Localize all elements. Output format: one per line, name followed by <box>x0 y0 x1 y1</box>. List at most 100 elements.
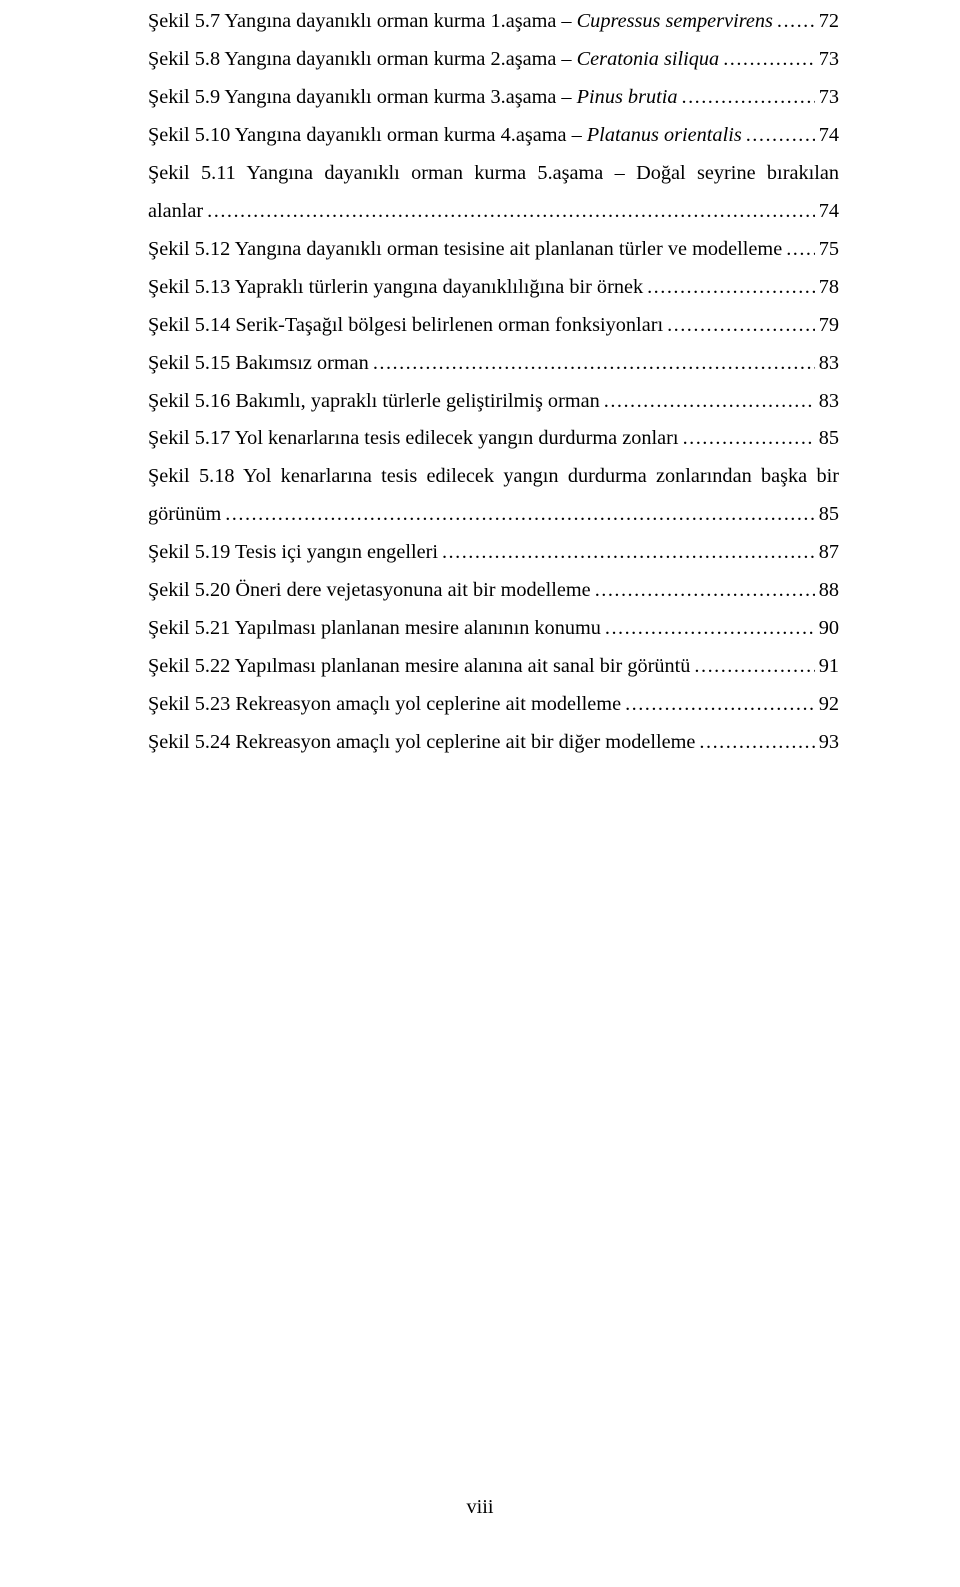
toc-entry-line2: görünüm 85 <box>148 496 839 534</box>
toc-entry-prefix: Şekil 5.17 Yol kenarlarına tesis edilece… <box>148 427 679 449</box>
dot-leader <box>786 231 815 269</box>
toc-entry-text: Şekil 5.22 Yapılması planlanan mesire al… <box>148 648 690 686</box>
toc-entry: Şekil 5.13 Yapraklı türlerin yangına day… <box>148 269 839 307</box>
dot-leader <box>647 269 815 307</box>
toc-entry-text: Şekil 5.16 Bakımlı, yapraklı türlerle ge… <box>148 383 600 421</box>
page-number-footer: viii <box>0 1489 960 1527</box>
toc-entry-text: Şekil 5.9 Yangına dayanıklı orman kurma … <box>148 79 678 117</box>
toc-entry-prefix: Şekil 5.20 Öneri dere vejetasyonuna ait … <box>148 579 591 601</box>
toc-page-number: 79 <box>819 307 839 345</box>
toc-page-number: 85 <box>819 420 839 458</box>
toc-entry: Şekil 5.19 Tesis içi yangın engelleri 87 <box>148 534 839 572</box>
toc-entry-text: görünüm <box>148 496 221 534</box>
toc-entry: Şekil 5.8 Yangına dayanıklı orman kurma … <box>148 41 839 79</box>
dot-leader <box>373 345 815 383</box>
toc-entry-italic: Platanus orientalis <box>587 124 742 146</box>
toc-entry-text: Şekil 5.20 Öneri dere vejetasyonuna ait … <box>148 572 591 610</box>
toc-entry-prefix: Şekil 5.7 Yangına dayanıklı orman kurma … <box>148 10 577 32</box>
toc-entry-text: Şekil 5.23 Rekreasyon amaçlı yol cepleri… <box>148 686 621 724</box>
toc-page-number: 75 <box>819 231 839 269</box>
toc-entry-prefix: Şekil 5.24 Rekreasyon amaçlı yol cepleri… <box>148 731 695 753</box>
toc-entry: Şekil 5.11 Yangına dayanıklı orman kurma… <box>148 155 839 231</box>
dot-leader <box>683 420 815 458</box>
toc-entry: Şekil 5.10 Yangına dayanıklı orman kurma… <box>148 117 839 155</box>
toc-page-number: 83 <box>819 383 839 421</box>
toc-entry-italic: Pinus brutia <box>577 86 678 108</box>
toc-page-number: 74 <box>819 193 839 231</box>
toc-page-number: 85 <box>819 496 839 534</box>
toc-entry: Şekil 5.22 Yapılması planlanan mesire al… <box>148 648 839 686</box>
toc-entry: Şekil 5.18 Yol kenarlarına tesis edilece… <box>148 458 839 534</box>
toc-entry-prefix: Şekil 5.9 Yangına dayanıklı orman kurma … <box>148 86 577 108</box>
toc-entry-prefix: Şekil 5.19 Tesis içi yangın engelleri <box>148 541 438 563</box>
toc-entry-prefix: Şekil 5.16 Bakımlı, yapraklı türlerle ge… <box>148 390 600 412</box>
dot-leader <box>723 41 815 79</box>
toc-entry: Şekil 5.14 Serik-Taşağıl bölgesi belirle… <box>148 307 839 345</box>
dot-leader <box>682 79 815 117</box>
toc-entry-prefix: Şekil 5.22 Yapılması planlanan mesire al… <box>148 655 690 677</box>
toc-entry-text: Şekil 5.12 Yangına dayanıklı orman tesis… <box>148 231 782 269</box>
toc-entry: Şekil 5.15 Bakımsız orman 83 <box>148 345 839 383</box>
toc-entry: Şekil 5.20 Öneri dere vejetasyonuna ait … <box>148 572 839 610</box>
toc-entry-italic: Ceratonia siliqua <box>577 48 720 70</box>
toc-entry-prefix: Şekil 5.10 Yangına dayanıklı orman kurma… <box>148 124 587 146</box>
list-of-figures: Şekil 5.7 Yangına dayanıklı orman kurma … <box>148 3 839 762</box>
dot-leader <box>777 3 815 41</box>
dot-leader <box>746 117 815 155</box>
toc-page-number: 91 <box>819 648 839 686</box>
toc-entry: Şekil 5.21 Yapılması planlanan mesire al… <box>148 610 839 648</box>
toc-entry-prefix: Şekil 5.8 Yangına dayanıklı orman kurma … <box>148 48 577 70</box>
toc-entry-text: Şekil 5.15 Bakımsız orman <box>148 345 369 383</box>
dot-leader <box>667 307 815 345</box>
toc-page-number: 87 <box>819 534 839 572</box>
toc-entry: Şekil 5.9 Yangına dayanıklı orman kurma … <box>148 79 839 117</box>
toc-entry-text: Şekil 5.11 Yangına dayanıklı orman kurma… <box>148 162 636 184</box>
toc-entry-text: Şekil 5.19 Tesis içi yangın engelleri <box>148 534 438 572</box>
toc-page-number: 83 <box>819 345 839 383</box>
toc-entry-line1: Şekil 5.11 Yangına dayanıklı orman kurma… <box>148 155 839 193</box>
toc-entry-italic: Doğal seyrine bırakılan <box>636 162 839 184</box>
toc-entry-text: Şekil 5.18 Yol kenarlarına tesis edilece… <box>148 465 839 487</box>
toc-entry: Şekil 5.12 Yangına dayanıklı orman tesis… <box>148 231 839 269</box>
toc-entry: Şekil 5.24 Rekreasyon amaçlı yol cepleri… <box>148 724 839 762</box>
dot-leader <box>225 496 814 534</box>
dot-leader <box>699 724 814 762</box>
toc-entry-line2: alanlar 74 <box>148 193 839 231</box>
toc-page-number: 88 <box>819 572 839 610</box>
dot-leader <box>442 534 815 572</box>
toc-entry-text: Şekil 5.10 Yangına dayanıklı orman kurma… <box>148 117 742 155</box>
toc-page-number: 73 <box>819 79 839 117</box>
toc-page-number: 92 <box>819 686 839 724</box>
dot-leader <box>207 193 815 231</box>
toc-page-number: 74 <box>819 117 839 155</box>
toc-entry-text: Şekil 5.7 Yangına dayanıklı orman kurma … <box>148 3 773 41</box>
page-container: Şekil 5.7 Yangına dayanıklı orman kurma … <box>0 0 960 1587</box>
toc-entry-text: Şekil 5.14 Serik-Taşağıl bölgesi belirle… <box>148 307 663 345</box>
toc-entry-text: Şekil 5.8 Yangına dayanıklı orman kurma … <box>148 41 719 79</box>
toc-page-number: 78 <box>819 269 839 307</box>
toc-entry-prefix: Şekil 5.21 Yapılması planlanan mesire al… <box>148 617 601 639</box>
toc-entry-line1: Şekil 5.18 Yol kenarlarına tesis edilece… <box>148 458 839 496</box>
dot-leader <box>595 572 815 610</box>
dot-leader <box>625 686 815 724</box>
toc-entry: Şekil 5.23 Rekreasyon amaçlı yol cepleri… <box>148 686 839 724</box>
toc-entry-text: alanlar <box>148 193 203 231</box>
toc-page-number: 72 <box>819 3 839 41</box>
toc-entry-prefix: Şekil 5.13 Yapraklı türlerin yangına day… <box>148 276 643 298</box>
toc-page-number: 93 <box>819 724 839 762</box>
toc-entry-italic: Cupressus sempervirens <box>577 10 773 32</box>
toc-entry-text: Şekil 5.13 Yapraklı türlerin yangına day… <box>148 269 643 307</box>
toc-entry-prefix: Şekil 5.23 Rekreasyon amaçlı yol cepleri… <box>148 693 621 715</box>
toc-entry: Şekil 5.17 Yol kenarlarına tesis edilece… <box>148 420 839 458</box>
toc-entry: Şekil 5.16 Bakımlı, yapraklı türlerle ge… <box>148 383 839 421</box>
toc-entry: Şekil 5.7 Yangına dayanıklı orman kurma … <box>148 3 839 41</box>
toc-entry-text: Şekil 5.21 Yapılması planlanan mesire al… <box>148 610 601 648</box>
toc-page-number: 90 <box>819 610 839 648</box>
toc-entry-prefix: Şekil 5.12 Yangına dayanıklı orman tesis… <box>148 238 782 260</box>
toc-entry-text: Şekil 5.17 Yol kenarlarına tesis edilece… <box>148 420 679 458</box>
toc-entry-text: Şekil 5.24 Rekreasyon amaçlı yol cepleri… <box>148 724 695 762</box>
toc-page-number: 73 <box>819 41 839 79</box>
toc-entry-prefix: Şekil 5.14 Serik-Taşağıl bölgesi belirle… <box>148 314 663 336</box>
dot-leader <box>605 610 815 648</box>
dot-leader <box>694 648 814 686</box>
